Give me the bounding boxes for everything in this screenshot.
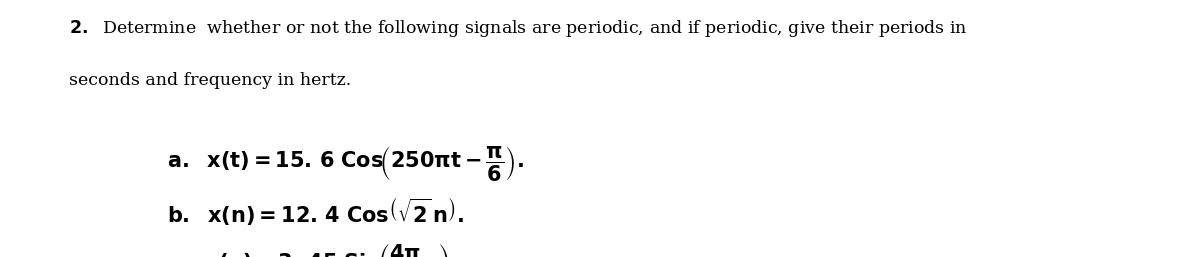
Text: seconds and frequency in hertz.: seconds and frequency in hertz. (69, 72, 352, 89)
Text: $\mathbf{b.\ \ x(n) = 12.\ \!4\ Cos\left(\sqrt{2}\,n\right).}$: $\mathbf{b.\ \ x(n) = 12.\ \!4\ Cos\left… (167, 195, 464, 227)
Text: $\mathbf{a.\ \ x(t) = 15.\ \!6\ Cos\!\left(250\pi t - \dfrac{\pi}{6}\right).}$: $\mathbf{a.\ \ x(t) = 15.\ \!6\ Cos\!\le… (167, 144, 524, 183)
Text: $\mathbf{2.}$  Determine  whether or not the following signals are periodic, and: $\mathbf{2.}$ Determine whether or not t… (69, 18, 968, 39)
Text: $\mathbf{c.\ \ x(n) = 3.\ \!45\ Sin\!\left(\dfrac{4\pi}{5}n\right).}$: $\mathbf{c.\ \ x(n) = 3.\ \!45\ Sin\!\le… (167, 242, 458, 257)
